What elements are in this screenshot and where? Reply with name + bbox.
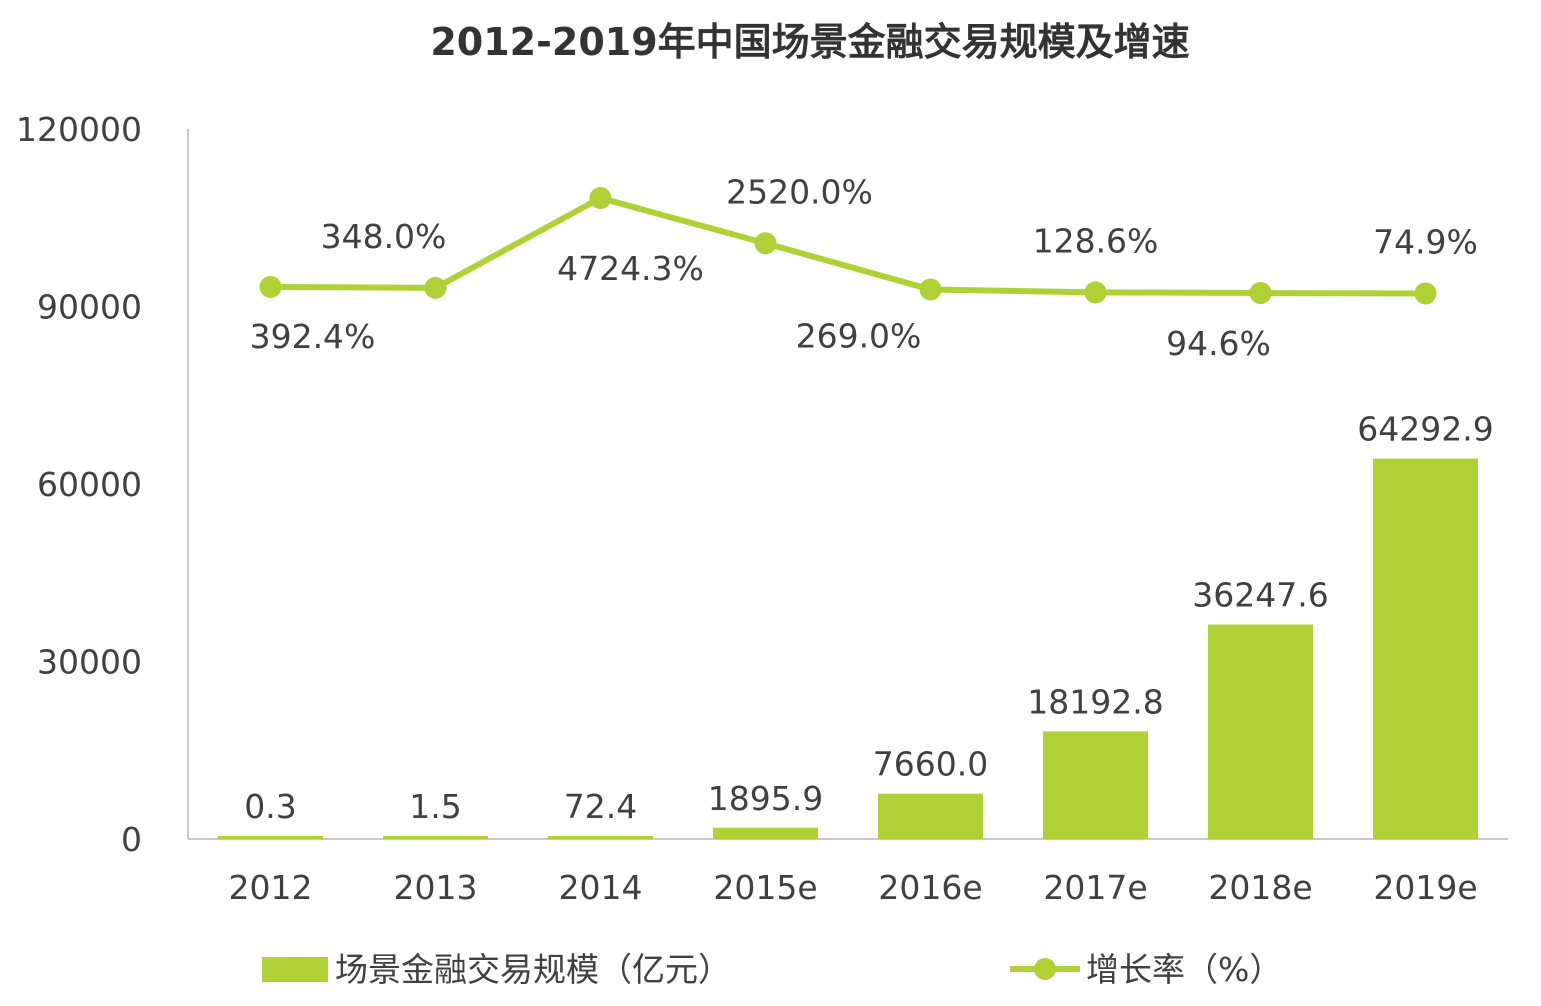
bar-value-label: 64292.9 xyxy=(1357,410,1493,449)
growth-value-label: 74.9% xyxy=(1373,222,1478,261)
line-labels: 392.4% 348.0% 4724.3% 2520.0% 269.0% 128.6% 94… xyxy=(250,172,1478,363)
bars xyxy=(218,458,1478,839)
growth-point xyxy=(919,278,942,301)
legend-line-label: 增长率（%） xyxy=(1086,950,1282,989)
growth-value-label: 348.0% xyxy=(321,217,447,256)
bar-value-label: 7660.0 xyxy=(873,745,988,784)
bar xyxy=(1208,624,1313,839)
x-tick-label: 2016e xyxy=(878,868,982,907)
bar-value-label: 36247.6 xyxy=(1192,576,1328,615)
growth-point xyxy=(259,275,282,298)
bar-value-label: 1.5 xyxy=(409,787,461,826)
growth-value-label: 392.4% xyxy=(250,317,376,356)
growth-value-label: 4724.3% xyxy=(557,249,704,288)
growth-point xyxy=(1084,281,1107,304)
bar xyxy=(383,836,488,839)
x-tick-label: 2012 xyxy=(229,868,313,907)
bar xyxy=(1373,458,1478,839)
chart-title: 2012-2019年中国场景金融交易规模及增速 xyxy=(430,20,1189,64)
growth-point xyxy=(1414,282,1437,305)
x-tick-label: 2014 xyxy=(559,868,643,907)
growth-point xyxy=(424,276,447,299)
bar xyxy=(1043,731,1148,839)
bar xyxy=(548,836,653,839)
growth-point xyxy=(589,187,612,209)
bar-value-label: 18192.8 xyxy=(1027,682,1163,721)
bar-value-label: 0.3 xyxy=(244,787,296,826)
x-tick-label: 2018e xyxy=(1208,868,1312,907)
x-tick-label: 2017e xyxy=(1043,868,1147,907)
growth-value-label: 128.6% xyxy=(1033,221,1159,260)
bar xyxy=(878,793,983,839)
y-tick-label: 90000 xyxy=(37,288,142,327)
x-tick-label: 2015e xyxy=(713,868,817,907)
x-tick-label: 2019e xyxy=(1373,868,1477,907)
growth-point xyxy=(754,232,777,255)
legend-line-marker xyxy=(1034,958,1056,980)
growth-value-label: 269.0% xyxy=(796,316,922,355)
growth-value-label: 94.6% xyxy=(1166,324,1271,363)
legend: 场景金融交易规模（亿元） 增长率（%） xyxy=(262,950,1282,989)
y-tick-label: 0 xyxy=(121,820,142,859)
bar xyxy=(713,827,818,839)
y-tick-label: 120000 xyxy=(16,110,142,149)
bar-value-label: 72.4 xyxy=(564,787,637,826)
y-tick-label: 60000 xyxy=(37,465,142,504)
bar xyxy=(218,836,323,839)
legend-bar-swatch xyxy=(262,957,328,982)
legend-bar-label: 场景金融交易规模（亿元） xyxy=(335,950,731,989)
growth-line xyxy=(259,187,1437,305)
growth-point xyxy=(1249,282,1272,305)
axes: 0 30000 60000 90000 120000 2012 2013 2014 2015e 2… xyxy=(16,110,1508,907)
bar-labels: 0.3 1.5 72.4 1895.9 7660.0 18192.8 36247.6 6429… xyxy=(244,410,1493,826)
bar-value-label: 1895.9 xyxy=(708,779,823,818)
growth-value-label: 2520.0% xyxy=(726,172,873,211)
growth-line-path xyxy=(270,195,1426,297)
x-tick-label: 2013 xyxy=(394,868,478,907)
y-tick-label: 30000 xyxy=(37,643,142,682)
